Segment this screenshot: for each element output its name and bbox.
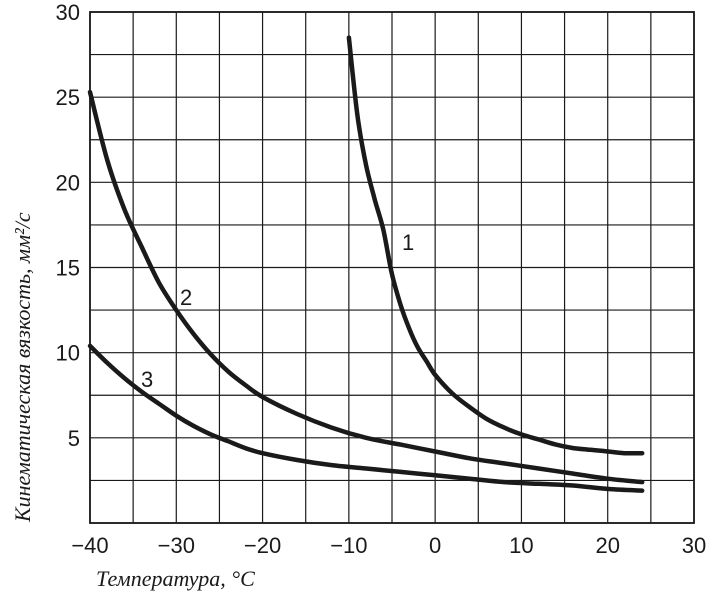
y-tick-label: 30	[56, 0, 80, 25]
x-tick-label: 10	[509, 533, 533, 558]
y-tick-label: 10	[56, 341, 80, 366]
x-tick-label: −10	[330, 533, 367, 558]
y-axis-title: Кинематическая вязкость, мм²/с	[10, 212, 35, 523]
grid	[89, 11, 695, 524]
plot-frame	[89, 11, 695, 524]
series-1-label: 1	[402, 230, 414, 255]
series-3-label: 3	[141, 367, 153, 392]
x-tick-label: −30	[158, 533, 195, 558]
series-3-line	[87, 343, 645, 493]
tick-labels: −40 −30 −20 −10 0 10 20 30 5 10 15 20 25 30	[56, 0, 707, 558]
series-2-label: 2	[180, 285, 192, 310]
y-tick-label: 5	[68, 426, 80, 451]
series-2-line	[87, 89, 645, 485]
y-tick-label: 20	[56, 170, 80, 195]
series-1-line	[346, 35, 645, 456]
y-tick-label: 15	[56, 256, 80, 281]
x-axis-title: Температура, °C	[96, 566, 255, 591]
x-tick-label: 0	[429, 533, 441, 558]
y-tick-label: 25	[56, 85, 80, 110]
x-tick-label: 20	[595, 533, 619, 558]
series-labels: 1 2 3	[141, 230, 414, 392]
x-tick-label: −40	[71, 533, 108, 558]
x-tick-label: 30	[682, 533, 706, 558]
series-curves	[87, 35, 645, 493]
x-tick-label: −20	[244, 533, 281, 558]
